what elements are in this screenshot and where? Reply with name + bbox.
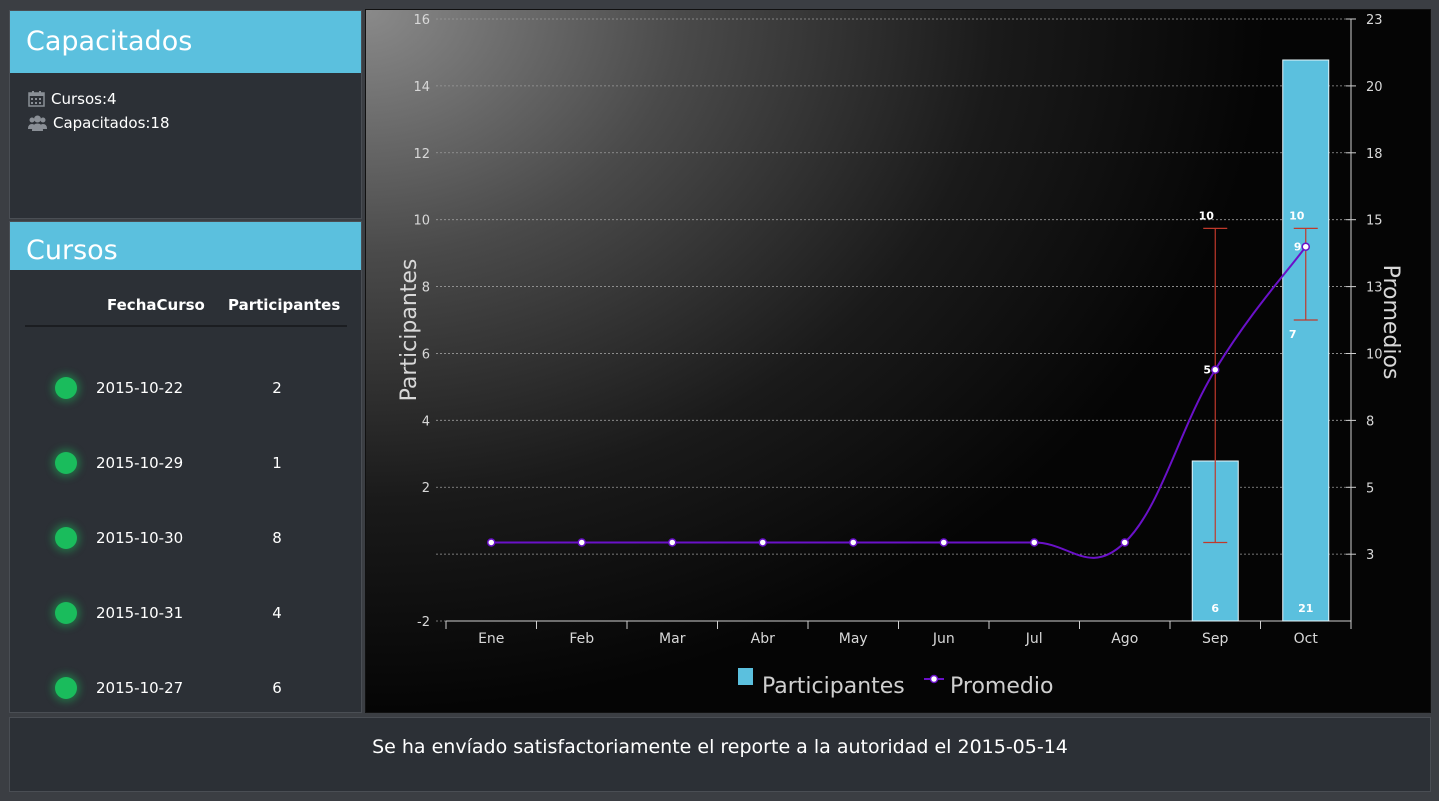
status-dot-icon: [55, 377, 77, 399]
row-participantes: 1: [272, 454, 282, 472]
row-participantes: 2: [272, 379, 282, 397]
error-high-label: 10: [1289, 209, 1305, 222]
x-tick-label: Jul: [1025, 631, 1043, 647]
cursos-stat: Cursos:4: [28, 90, 117, 108]
promedio-point: [1211, 365, 1220, 374]
error-low-label: 7: [1289, 328, 1297, 341]
capacitados-stat: Capacitados:18: [28, 114, 170, 132]
promedio-point: [577, 538, 586, 547]
table-row[interactable]: 2015-10-27 6: [10, 669, 363, 709]
y-tick-label: 10: [413, 214, 430, 229]
row-fecha: 2015-10-30: [96, 529, 184, 547]
y2-tick-label: 18: [1366, 147, 1383, 162]
table-row[interactable]: 2015-10-29 1: [10, 444, 363, 484]
promedio-point: [849, 538, 858, 547]
point-data-label: 9: [1294, 241, 1302, 254]
capacitados-title: Capacitados: [10, 11, 361, 73]
cursos-panel: Cursos FechaCurso Participantes 2015-10-…: [9, 221, 362, 713]
y2-tick-label: 20: [1366, 80, 1383, 95]
promedio-point: [668, 538, 677, 547]
y2-tick-label: 3: [1366, 548, 1374, 563]
y-tick-label: 8: [422, 281, 430, 296]
status-dot-icon: [55, 602, 77, 624]
y-tick-label: -2: [417, 615, 430, 630]
y2-tick-label: 5: [1366, 481, 1374, 496]
legend-participantes-swatch: [738, 668, 753, 685]
row-fecha: 2015-10-31: [96, 604, 184, 622]
promedio-point: [1301, 242, 1310, 251]
y-tick-label: 6: [422, 347, 430, 362]
legend-promedio-label: Promedio: [950, 674, 1053, 699]
chart-panel: -2 2 4 6 8 10 12 14 16 3 5 8 10 13 15 18 20 23 Ene Feb Mar Ab…: [365, 9, 1431, 713]
legend-promedio-marker: [929, 674, 939, 684]
bar-data-label: 21: [1298, 602, 1313, 615]
x-tick-label: Feb: [569, 631, 594, 647]
status-dot-icon: [55, 452, 77, 474]
y2-tick-label: 8: [1366, 414, 1374, 429]
capacitados-panel: Capacitados Cursos:4 Capacitados:18: [9, 10, 362, 219]
x-tick-label: Abr: [751, 631, 775, 647]
y2-tick-label: 13: [1366, 281, 1383, 296]
calendar-icon: [28, 91, 45, 107]
x-tick-label: Ene: [478, 631, 504, 647]
x-tick-label: Ago: [1111, 631, 1138, 647]
row-participantes: 8: [272, 529, 282, 547]
y-tick-label: 2: [422, 481, 430, 496]
cursos-title: Cursos: [10, 222, 361, 270]
row-participantes: 4: [272, 604, 282, 622]
y2-tick-label: 10: [1366, 348, 1383, 363]
y2-tick-label: 23: [1366, 13, 1383, 28]
status-dot-icon: [55, 527, 77, 549]
promedio-point: [487, 538, 496, 547]
col-header-fechacurso: FechaCurso: [107, 296, 205, 314]
cursos-stat-label: Cursos:4: [51, 90, 117, 108]
report-status-message: Se ha envíado satisfactoriamente el repo…: [372, 736, 1068, 758]
promedio-point: [758, 538, 767, 547]
users-icon: [28, 115, 47, 131]
x-tick-label: Jun: [932, 631, 955, 647]
point-data-label: 5: [1203, 364, 1211, 377]
y-tick-label: 16: [413, 13, 430, 28]
y-tick-label: 4: [422, 414, 430, 429]
col-header-participantes: Participantes: [228, 296, 341, 314]
promedio-point: [1030, 538, 1039, 547]
table-row[interactable]: 2015-10-31 4: [10, 594, 363, 634]
promedio-point: [939, 538, 948, 547]
status-footer: Se ha envíado satisfactoriamente el repo…: [9, 717, 1431, 792]
legend-participantes-label: Participantes: [762, 674, 905, 699]
y-tick-label: 14: [413, 80, 430, 95]
x-tick-label: Mar: [659, 631, 686, 647]
error-high-label: 10: [1199, 209, 1215, 222]
x-tick-label: Sep: [1202, 631, 1229, 647]
y2-axis-title: Promedios: [1378, 265, 1403, 380]
bar-oct: [1282, 59, 1330, 622]
status-dot-icon: [55, 677, 77, 699]
table-divider: [25, 325, 347, 327]
x-tick-label: May: [839, 631, 868, 647]
row-fecha: 2015-10-29: [96, 454, 184, 472]
x-tick-label: Oct: [1294, 631, 1319, 647]
promedio-line: [491, 246, 1307, 559]
y-tick-label: 12: [413, 147, 430, 162]
promedio-point: [1120, 538, 1129, 547]
y2-tick-label: 15: [1366, 214, 1383, 229]
row-fecha: 2015-10-22: [96, 379, 184, 397]
row-participantes: 6: [272, 679, 282, 697]
capacitados-stat-label: Capacitados:18: [53, 114, 170, 132]
y-axis-title: Participantes: [397, 259, 422, 402]
table-row[interactable]: 2015-10-30 8: [10, 519, 363, 559]
table-row[interactable]: 2015-10-22 2: [10, 369, 363, 409]
bar-data-label: 6: [1211, 602, 1219, 615]
participantes-promedio-chart: -2 2 4 6 8 10 12 14 16 3 5 8 10 13 15 18 20 23 Ene Feb Mar Ab…: [397, 13, 1403, 699]
row-fecha: 2015-10-27: [96, 679, 184, 697]
